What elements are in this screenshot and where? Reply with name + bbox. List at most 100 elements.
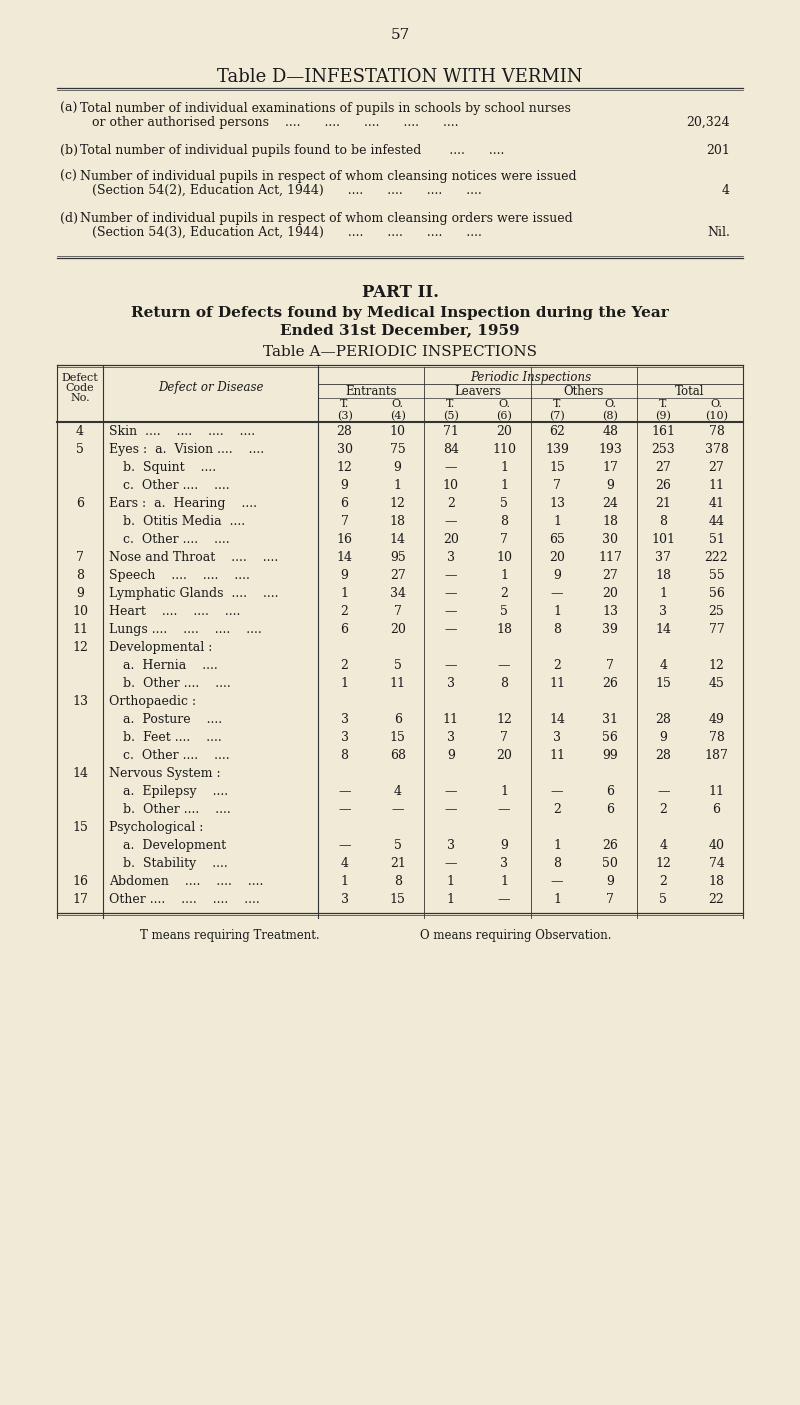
- Text: 11: 11: [549, 749, 565, 762]
- Text: T.: T.: [340, 399, 349, 409]
- Text: Number of individual pupils in respect of whom cleansing orders were issued: Number of individual pupils in respect o…: [80, 212, 573, 225]
- Text: 2: 2: [341, 606, 349, 618]
- Text: 27: 27: [602, 569, 618, 582]
- Text: 95: 95: [390, 551, 406, 563]
- Text: 22: 22: [709, 894, 724, 906]
- Text: 13: 13: [72, 695, 88, 708]
- Text: 10: 10: [390, 424, 406, 438]
- Text: 18: 18: [602, 516, 618, 528]
- Text: 161: 161: [651, 424, 675, 438]
- Text: —: —: [551, 785, 563, 798]
- Text: 6: 6: [606, 804, 614, 816]
- Text: 378: 378: [705, 443, 728, 457]
- Text: 1: 1: [500, 479, 508, 492]
- Text: —: —: [498, 894, 510, 906]
- Text: a.  Posture    ....: a. Posture ....: [123, 712, 222, 726]
- Text: Code: Code: [66, 384, 94, 393]
- Text: 75: 75: [390, 443, 406, 457]
- Text: 12: 12: [655, 857, 671, 870]
- Text: 3: 3: [553, 731, 561, 745]
- Text: 20: 20: [496, 424, 512, 438]
- Text: Table D—INFESTATION WITH VERMIN: Table D—INFESTATION WITH VERMIN: [218, 67, 582, 86]
- Text: 7: 7: [606, 659, 614, 672]
- Text: 2: 2: [659, 875, 667, 888]
- Text: b.  Stability    ....: b. Stability ....: [123, 857, 228, 870]
- Text: O.: O.: [498, 399, 510, 409]
- Text: 3: 3: [447, 677, 455, 690]
- Text: 28: 28: [655, 712, 671, 726]
- Text: 11: 11: [709, 785, 725, 798]
- Text: 101: 101: [651, 532, 675, 547]
- Text: 6: 6: [394, 712, 402, 726]
- Text: 26: 26: [655, 479, 671, 492]
- Text: 20: 20: [602, 587, 618, 600]
- Text: 26: 26: [602, 677, 618, 690]
- Text: 5: 5: [394, 839, 402, 851]
- Text: Nervous System :: Nervous System :: [109, 767, 221, 780]
- Text: Psychological :: Psychological :: [109, 821, 203, 835]
- Text: 13: 13: [602, 606, 618, 618]
- Text: 56: 56: [602, 731, 618, 745]
- Text: —: —: [338, 839, 351, 851]
- Text: 74: 74: [709, 857, 724, 870]
- Text: 9: 9: [606, 479, 614, 492]
- Text: —: —: [445, 659, 457, 672]
- Text: 20: 20: [390, 622, 406, 636]
- Text: 1: 1: [341, 875, 349, 888]
- Text: 14: 14: [549, 712, 565, 726]
- Text: Developmental :: Developmental :: [109, 641, 212, 653]
- Text: 20,324: 20,324: [686, 117, 730, 129]
- Text: 1: 1: [394, 479, 402, 492]
- Text: 139: 139: [545, 443, 569, 457]
- Text: 13: 13: [549, 497, 565, 510]
- Text: 5: 5: [659, 894, 667, 906]
- Text: 25: 25: [709, 606, 724, 618]
- Text: 6: 6: [713, 804, 721, 816]
- Text: 20: 20: [549, 551, 565, 563]
- Text: 1: 1: [500, 569, 508, 582]
- Text: No.: No.: [70, 393, 90, 403]
- Text: 2: 2: [553, 659, 561, 672]
- Text: 117: 117: [598, 551, 622, 563]
- Text: 18: 18: [655, 569, 671, 582]
- Text: 15: 15: [390, 731, 406, 745]
- Text: Skin  ....    ....    ....    ....: Skin .... .... .... ....: [109, 424, 255, 438]
- Text: Total number of individual pupils found to be infested       ....      ....: Total number of individual pupils found …: [80, 143, 504, 157]
- Text: 15: 15: [549, 461, 565, 473]
- Text: 15: 15: [72, 821, 88, 835]
- Text: 2: 2: [447, 497, 454, 510]
- Text: (3): (3): [337, 412, 353, 422]
- Text: 12: 12: [337, 461, 353, 473]
- Text: 11: 11: [709, 479, 725, 492]
- Text: T.: T.: [446, 399, 455, 409]
- Text: —: —: [338, 804, 351, 816]
- Text: 50: 50: [602, 857, 618, 870]
- Text: —: —: [551, 587, 563, 600]
- Text: 12: 12: [72, 641, 88, 653]
- Text: —: —: [445, 857, 457, 870]
- Text: 8: 8: [500, 677, 508, 690]
- Text: 10: 10: [72, 606, 88, 618]
- Text: (7): (7): [549, 412, 565, 422]
- Text: Table A—PERIODIC INSPECTIONS: Table A—PERIODIC INSPECTIONS: [263, 346, 537, 360]
- Text: a.  Development: a. Development: [123, 839, 226, 851]
- Text: 7: 7: [553, 479, 561, 492]
- Text: —: —: [391, 804, 404, 816]
- Text: 9: 9: [394, 461, 402, 473]
- Text: 8: 8: [553, 622, 561, 636]
- Text: Number of individual pupils in respect of whom cleansing notices were issued: Number of individual pupils in respect o…: [80, 170, 577, 183]
- Text: 20: 20: [496, 749, 512, 762]
- Text: —: —: [445, 516, 457, 528]
- Text: PART II.: PART II.: [362, 284, 438, 301]
- Text: 8: 8: [659, 516, 667, 528]
- Text: 84: 84: [443, 443, 459, 457]
- Text: 27: 27: [655, 461, 671, 473]
- Text: Others: Others: [563, 385, 604, 398]
- Text: 3: 3: [447, 551, 455, 563]
- Text: 9: 9: [447, 749, 454, 762]
- Text: Nose and Throat    ....    ....: Nose and Throat .... ....: [109, 551, 278, 563]
- Text: 24: 24: [602, 497, 618, 510]
- Text: —: —: [445, 606, 457, 618]
- Text: (a): (a): [60, 103, 78, 115]
- Text: —: —: [445, 569, 457, 582]
